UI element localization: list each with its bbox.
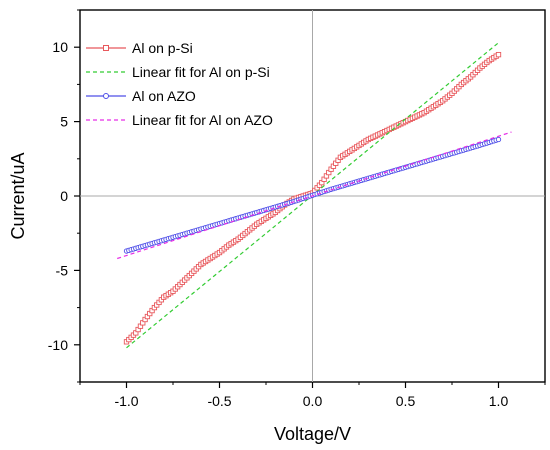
series-1 bbox=[123, 51, 502, 345]
y-tick-label: 10 bbox=[52, 39, 68, 55]
legend-item: Linear fit for Al on AZO bbox=[86, 112, 273, 128]
data-point bbox=[495, 136, 502, 143]
fit-line bbox=[117, 131, 512, 260]
legend-label: Linear fit for Al on p-Si bbox=[132, 64, 270, 80]
x-tick-label: 1.0 bbox=[489, 393, 509, 409]
legend-item: Al on p-Si bbox=[86, 40, 193, 56]
legend-item: Linear fit for Al on p-Si bbox=[86, 64, 270, 80]
legend: Al on p-Si Linear fit for Al on p-Si Al on… bbox=[86, 40, 273, 128]
series-layer bbox=[117, 42, 512, 349]
x-tick-label: 0.5 bbox=[396, 393, 416, 409]
axes-layer: -1.0 -0.5 0.0 0.5 1.0 -10 -5 0 5 10 bbox=[48, 9, 546, 409]
legend-item: Al on AZO bbox=[86, 88, 196, 104]
legend-label: Al on p-Si bbox=[132, 40, 193, 56]
x-axis-title: Voltage/V bbox=[274, 424, 351, 444]
y-tick-label: -5 bbox=[56, 262, 69, 278]
data-point bbox=[495, 51, 502, 58]
x-tick-label: 0.0 bbox=[303, 393, 323, 409]
y-tick-label: 5 bbox=[60, 114, 68, 130]
legend-label: Linear fit for Al on AZO bbox=[132, 112, 273, 128]
y-tick-label: 0 bbox=[60, 188, 68, 204]
series-4 bbox=[117, 131, 512, 260]
y-axis-title: Current/uA bbox=[8, 152, 28, 239]
legend-marker bbox=[103, 45, 109, 51]
y-tick-label: -10 bbox=[48, 337, 68, 353]
legend-marker bbox=[103, 93, 109, 99]
x-tick-label: -1.0 bbox=[114, 393, 138, 409]
x-tick-label: -0.5 bbox=[207, 393, 231, 409]
legend-label: Al on AZO bbox=[132, 88, 196, 104]
